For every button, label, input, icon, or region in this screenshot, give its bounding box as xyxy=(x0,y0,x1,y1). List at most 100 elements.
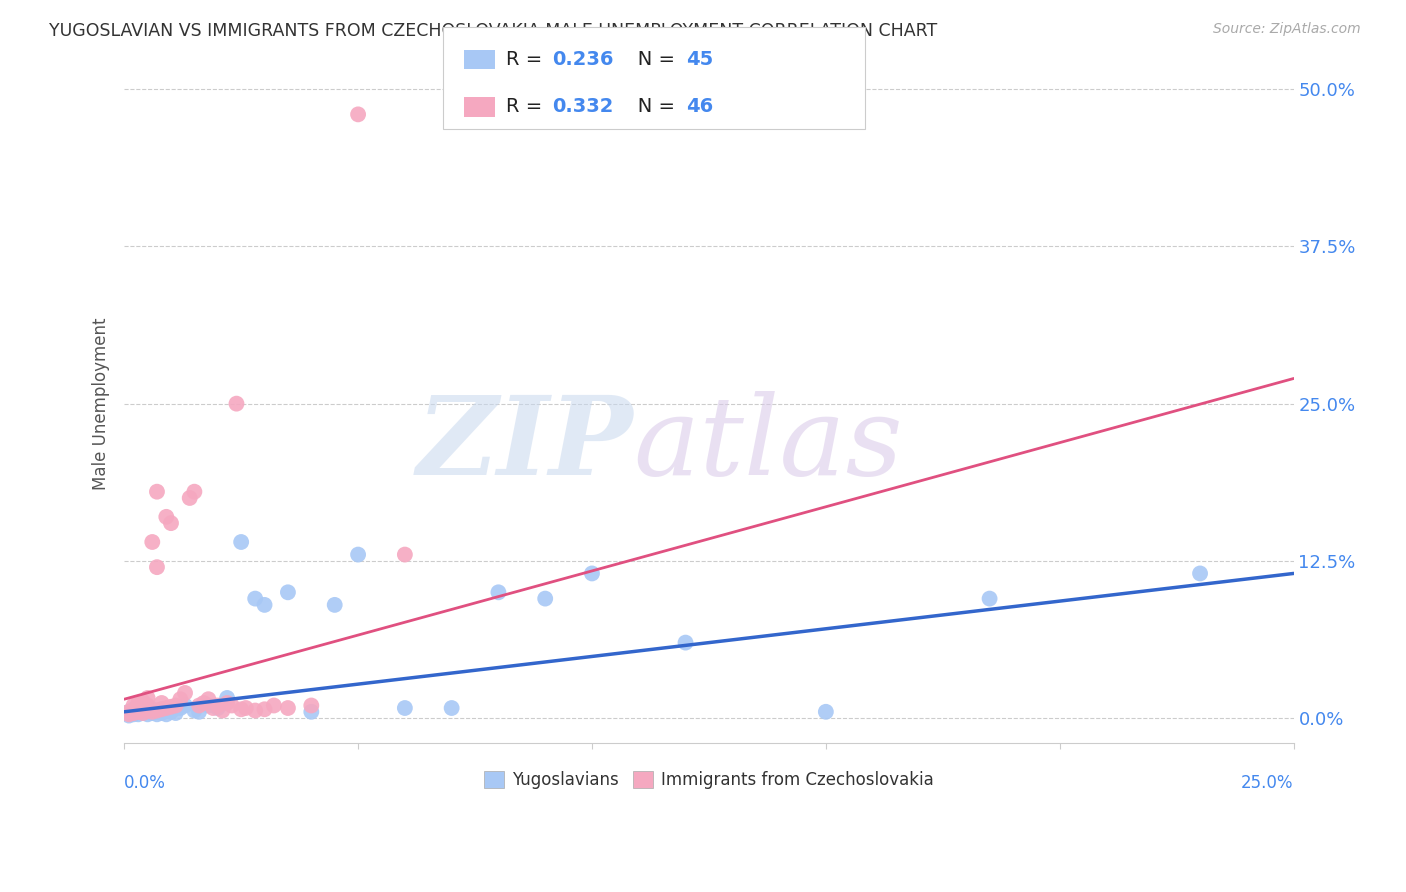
Point xyxy=(202,701,225,715)
Point xyxy=(118,705,141,719)
Text: N =: N = xyxy=(619,50,681,69)
Point xyxy=(122,698,145,713)
Point xyxy=(122,706,145,720)
Point xyxy=(146,704,169,718)
Point xyxy=(155,701,177,715)
Point xyxy=(299,705,322,719)
Point xyxy=(347,107,370,121)
Point xyxy=(118,707,141,722)
Point xyxy=(132,705,155,719)
Point xyxy=(179,491,201,505)
Point xyxy=(207,701,229,715)
Point xyxy=(136,690,159,705)
Point xyxy=(150,706,173,720)
Point xyxy=(197,692,219,706)
Point xyxy=(231,535,253,549)
Text: N =: N = xyxy=(619,97,681,116)
Point xyxy=(132,706,155,720)
Point xyxy=(188,698,211,713)
Point xyxy=(127,704,149,718)
Point xyxy=(160,516,183,530)
Point xyxy=(136,704,159,718)
Point xyxy=(534,591,557,606)
Point xyxy=(211,704,233,718)
Point xyxy=(277,585,299,599)
Point xyxy=(245,591,267,606)
Point xyxy=(136,707,159,722)
Point xyxy=(394,701,416,715)
Point xyxy=(323,598,346,612)
Point xyxy=(132,695,155,709)
Y-axis label: Male Unemployment: Male Unemployment xyxy=(93,318,110,490)
Legend: Yugoslavians, Immigrants from Czechoslovakia: Yugoslavians, Immigrants from Czechoslov… xyxy=(478,764,941,796)
Point xyxy=(188,705,211,719)
Point xyxy=(165,706,187,720)
Point xyxy=(127,702,149,716)
Point xyxy=(394,548,416,562)
Point xyxy=(150,696,173,710)
Text: 45: 45 xyxy=(686,50,713,69)
Point xyxy=(146,705,169,719)
Point xyxy=(581,566,603,581)
Point xyxy=(141,535,163,549)
Point xyxy=(146,560,169,574)
Point xyxy=(253,702,276,716)
Point xyxy=(169,692,191,706)
Point xyxy=(675,635,697,649)
Point xyxy=(217,696,239,710)
Text: Source: ZipAtlas.com: Source: ZipAtlas.com xyxy=(1213,22,1361,37)
Point xyxy=(122,707,145,722)
Point xyxy=(231,702,253,716)
Point xyxy=(979,591,1001,606)
Point xyxy=(155,707,177,722)
Text: atlas: atlas xyxy=(633,391,903,498)
Point xyxy=(141,705,163,719)
Point xyxy=(127,701,149,715)
Point xyxy=(141,706,163,720)
Point xyxy=(277,701,299,715)
Point xyxy=(225,397,247,411)
Point xyxy=(155,704,177,718)
Text: YUGOSLAVIAN VS IMMIGRANTS FROM CZECHOSLOVAKIA MALE UNEMPLOYMENT CORRELATION CHAR: YUGOSLAVIAN VS IMMIGRANTS FROM CZECHOSLO… xyxy=(49,22,938,40)
Point xyxy=(141,702,163,716)
Point xyxy=(150,702,173,716)
Point xyxy=(183,704,205,718)
Text: 0.236: 0.236 xyxy=(553,50,614,69)
Point xyxy=(174,698,197,713)
Point xyxy=(299,698,322,713)
Point xyxy=(127,707,149,722)
Point xyxy=(235,701,257,715)
Point xyxy=(146,707,169,722)
Point xyxy=(122,702,145,716)
Point xyxy=(160,699,183,714)
Point xyxy=(814,705,837,719)
Point xyxy=(146,484,169,499)
Point xyxy=(263,698,285,713)
Point xyxy=(217,690,239,705)
Point xyxy=(440,701,463,715)
Point xyxy=(245,704,267,718)
Point xyxy=(221,698,243,713)
Point xyxy=(127,696,149,710)
Point xyxy=(207,698,229,713)
Text: 25.0%: 25.0% xyxy=(1241,773,1294,792)
Point xyxy=(118,708,141,723)
Point xyxy=(1189,566,1212,581)
Point xyxy=(118,705,141,719)
Point xyxy=(165,698,187,713)
Point xyxy=(193,696,215,710)
Text: ZIP: ZIP xyxy=(416,391,633,498)
Text: R =: R = xyxy=(506,97,548,116)
Point xyxy=(132,706,155,720)
Point xyxy=(122,706,145,720)
Point xyxy=(174,686,197,700)
Point xyxy=(169,701,191,715)
Point xyxy=(136,704,159,718)
Point xyxy=(150,702,173,716)
Point xyxy=(127,705,149,719)
Point xyxy=(183,484,205,499)
Point xyxy=(347,548,370,562)
Text: 0.332: 0.332 xyxy=(553,97,614,116)
Point xyxy=(136,698,159,713)
Point xyxy=(197,698,219,713)
